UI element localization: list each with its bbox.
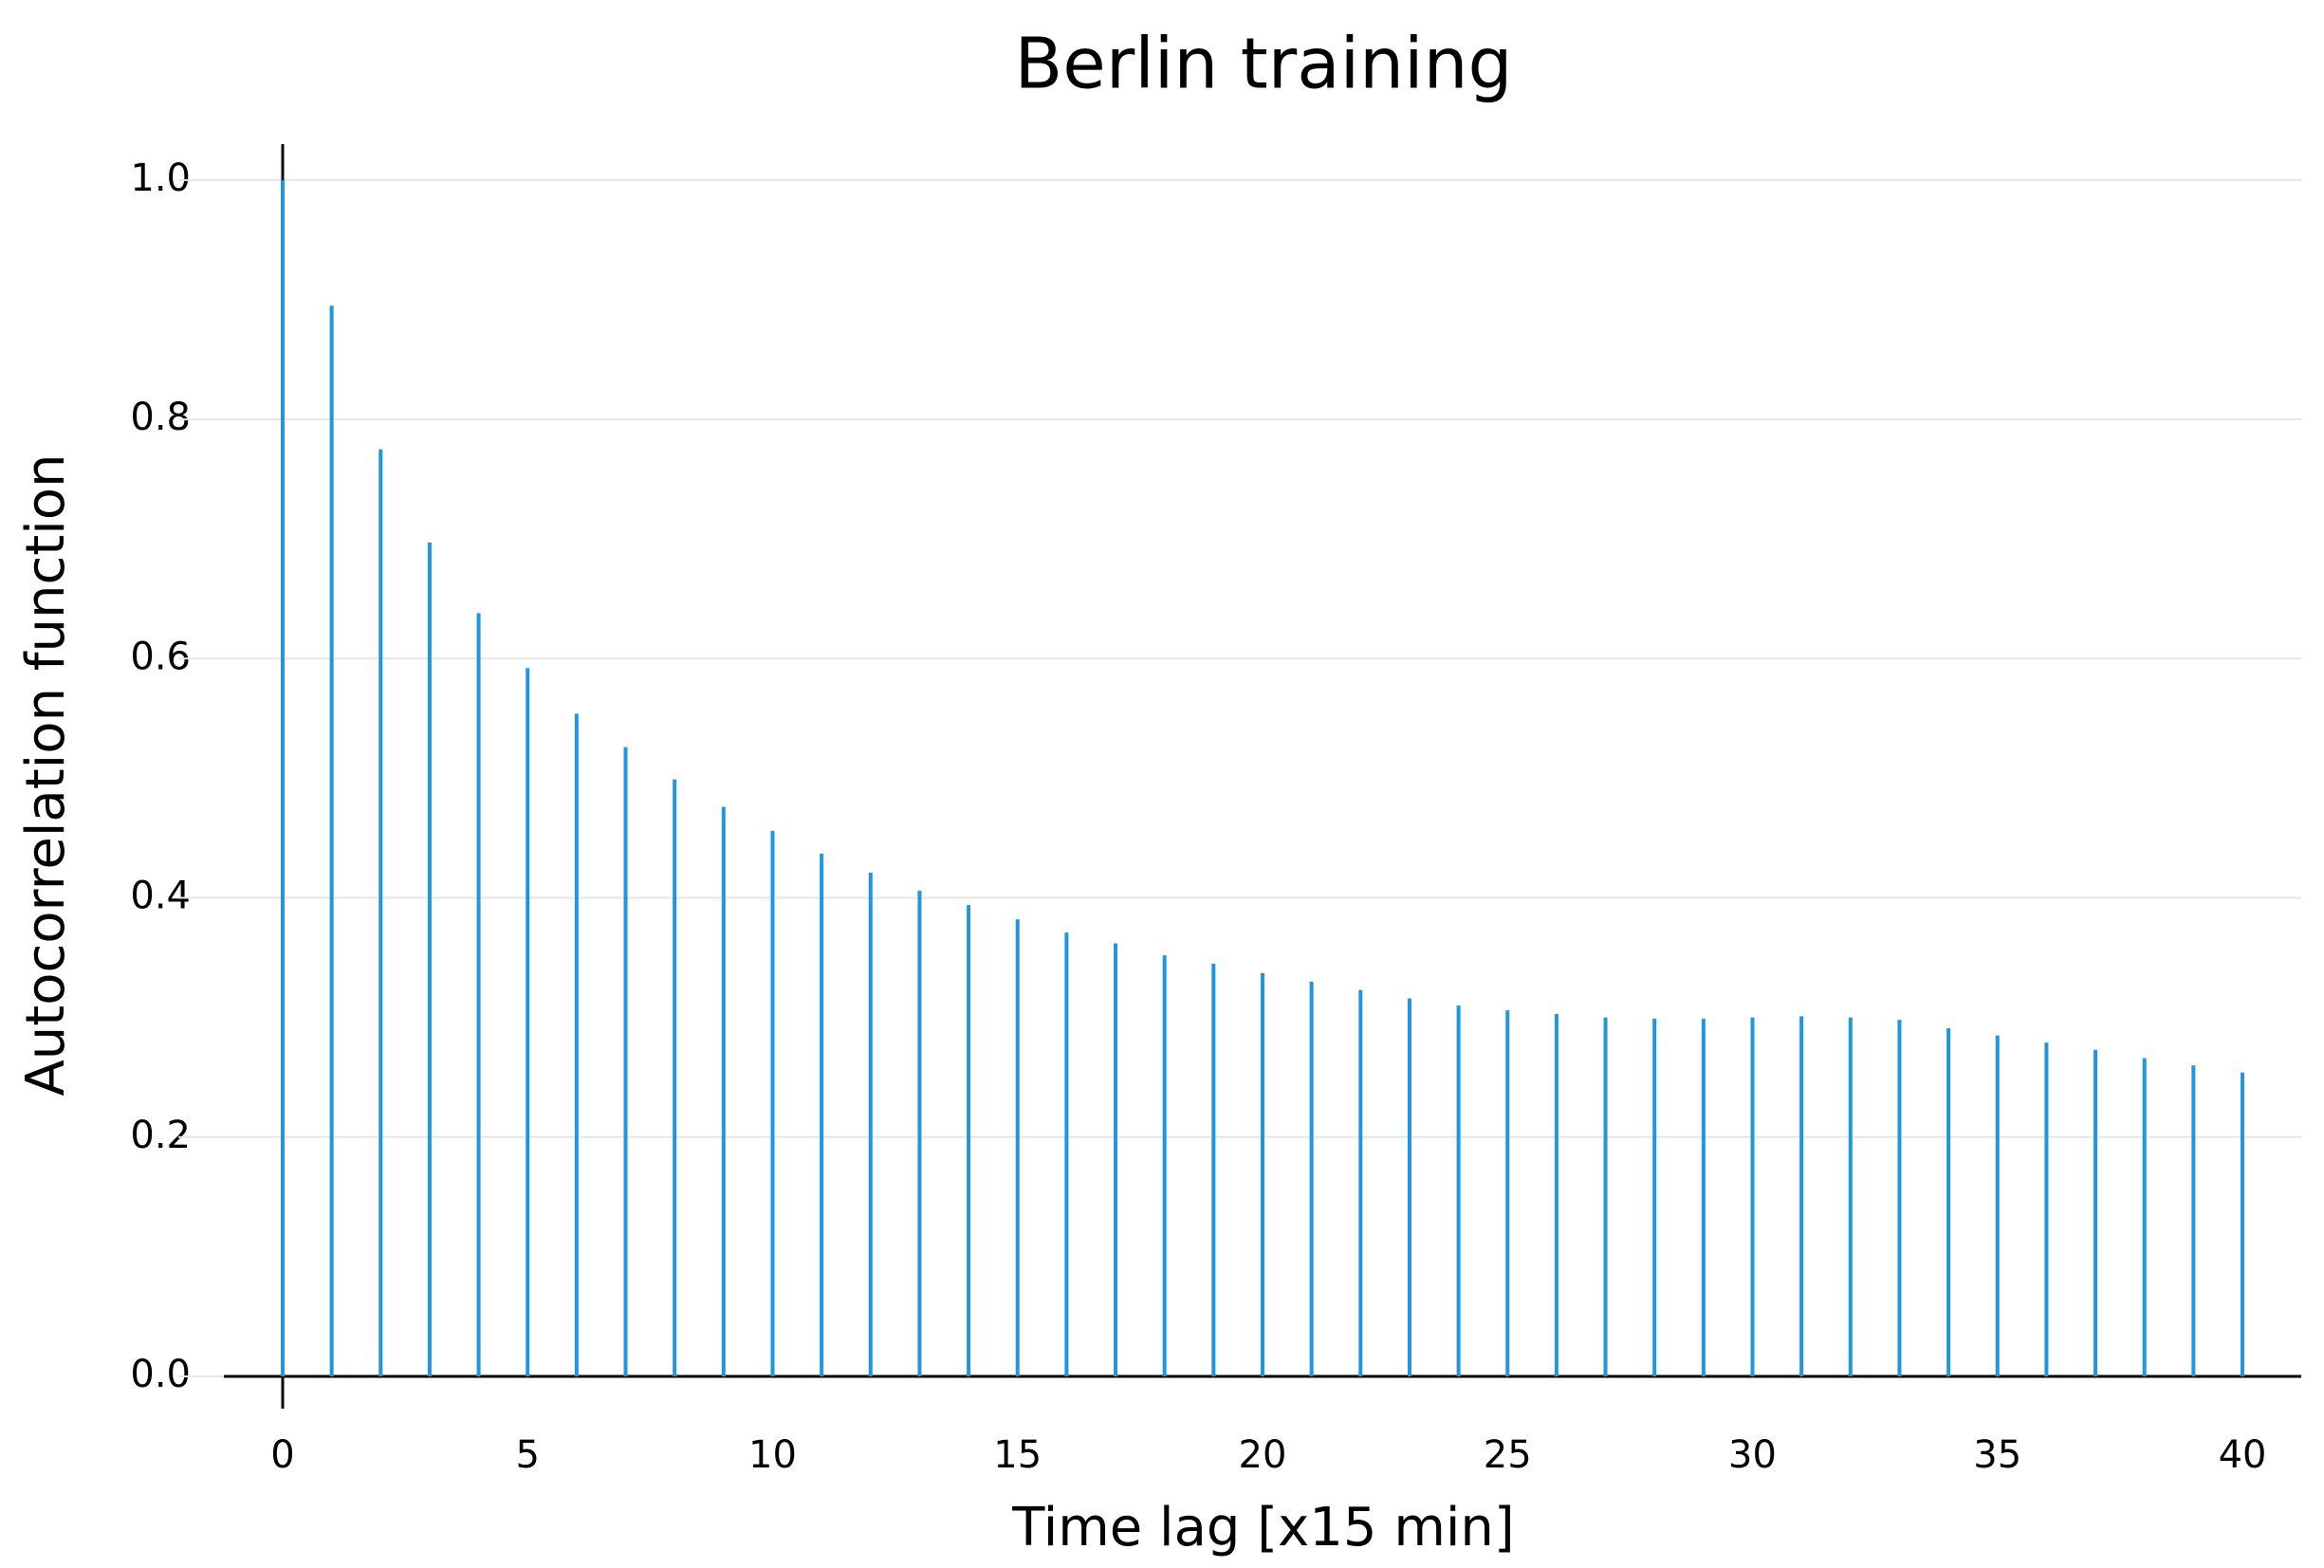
x-tick-label: 30 (1728, 1433, 1777, 1477)
chart-title: Berlin training (1015, 24, 1513, 105)
x-tick-label: 20 (1239, 1433, 1287, 1477)
y-tick-label: 0.0 (130, 1353, 191, 1396)
y-tick-label: 0.2 (130, 1114, 191, 1157)
x-tick-label: 0 (270, 1433, 294, 1477)
y-tick-label: 1.0 (130, 157, 191, 200)
x-tick-label: 35 (1973, 1433, 2021, 1477)
x-axis-label: Time lag [x15 min] (1011, 1497, 1515, 1559)
x-tick-label: 40 (2219, 1433, 2267, 1477)
y-axis-label: Autocorrelation function (15, 453, 77, 1096)
x-tick-label: 5 (516, 1433, 540, 1477)
x-tick-label: 25 (1484, 1433, 1532, 1477)
y-tick-label: 0.4 (130, 875, 191, 918)
x-tick-label: 10 (748, 1433, 797, 1477)
y-tick-label: 0.8 (130, 396, 191, 439)
y-tick-label: 0.6 (130, 635, 191, 678)
x-tick-label: 15 (993, 1433, 1042, 1477)
